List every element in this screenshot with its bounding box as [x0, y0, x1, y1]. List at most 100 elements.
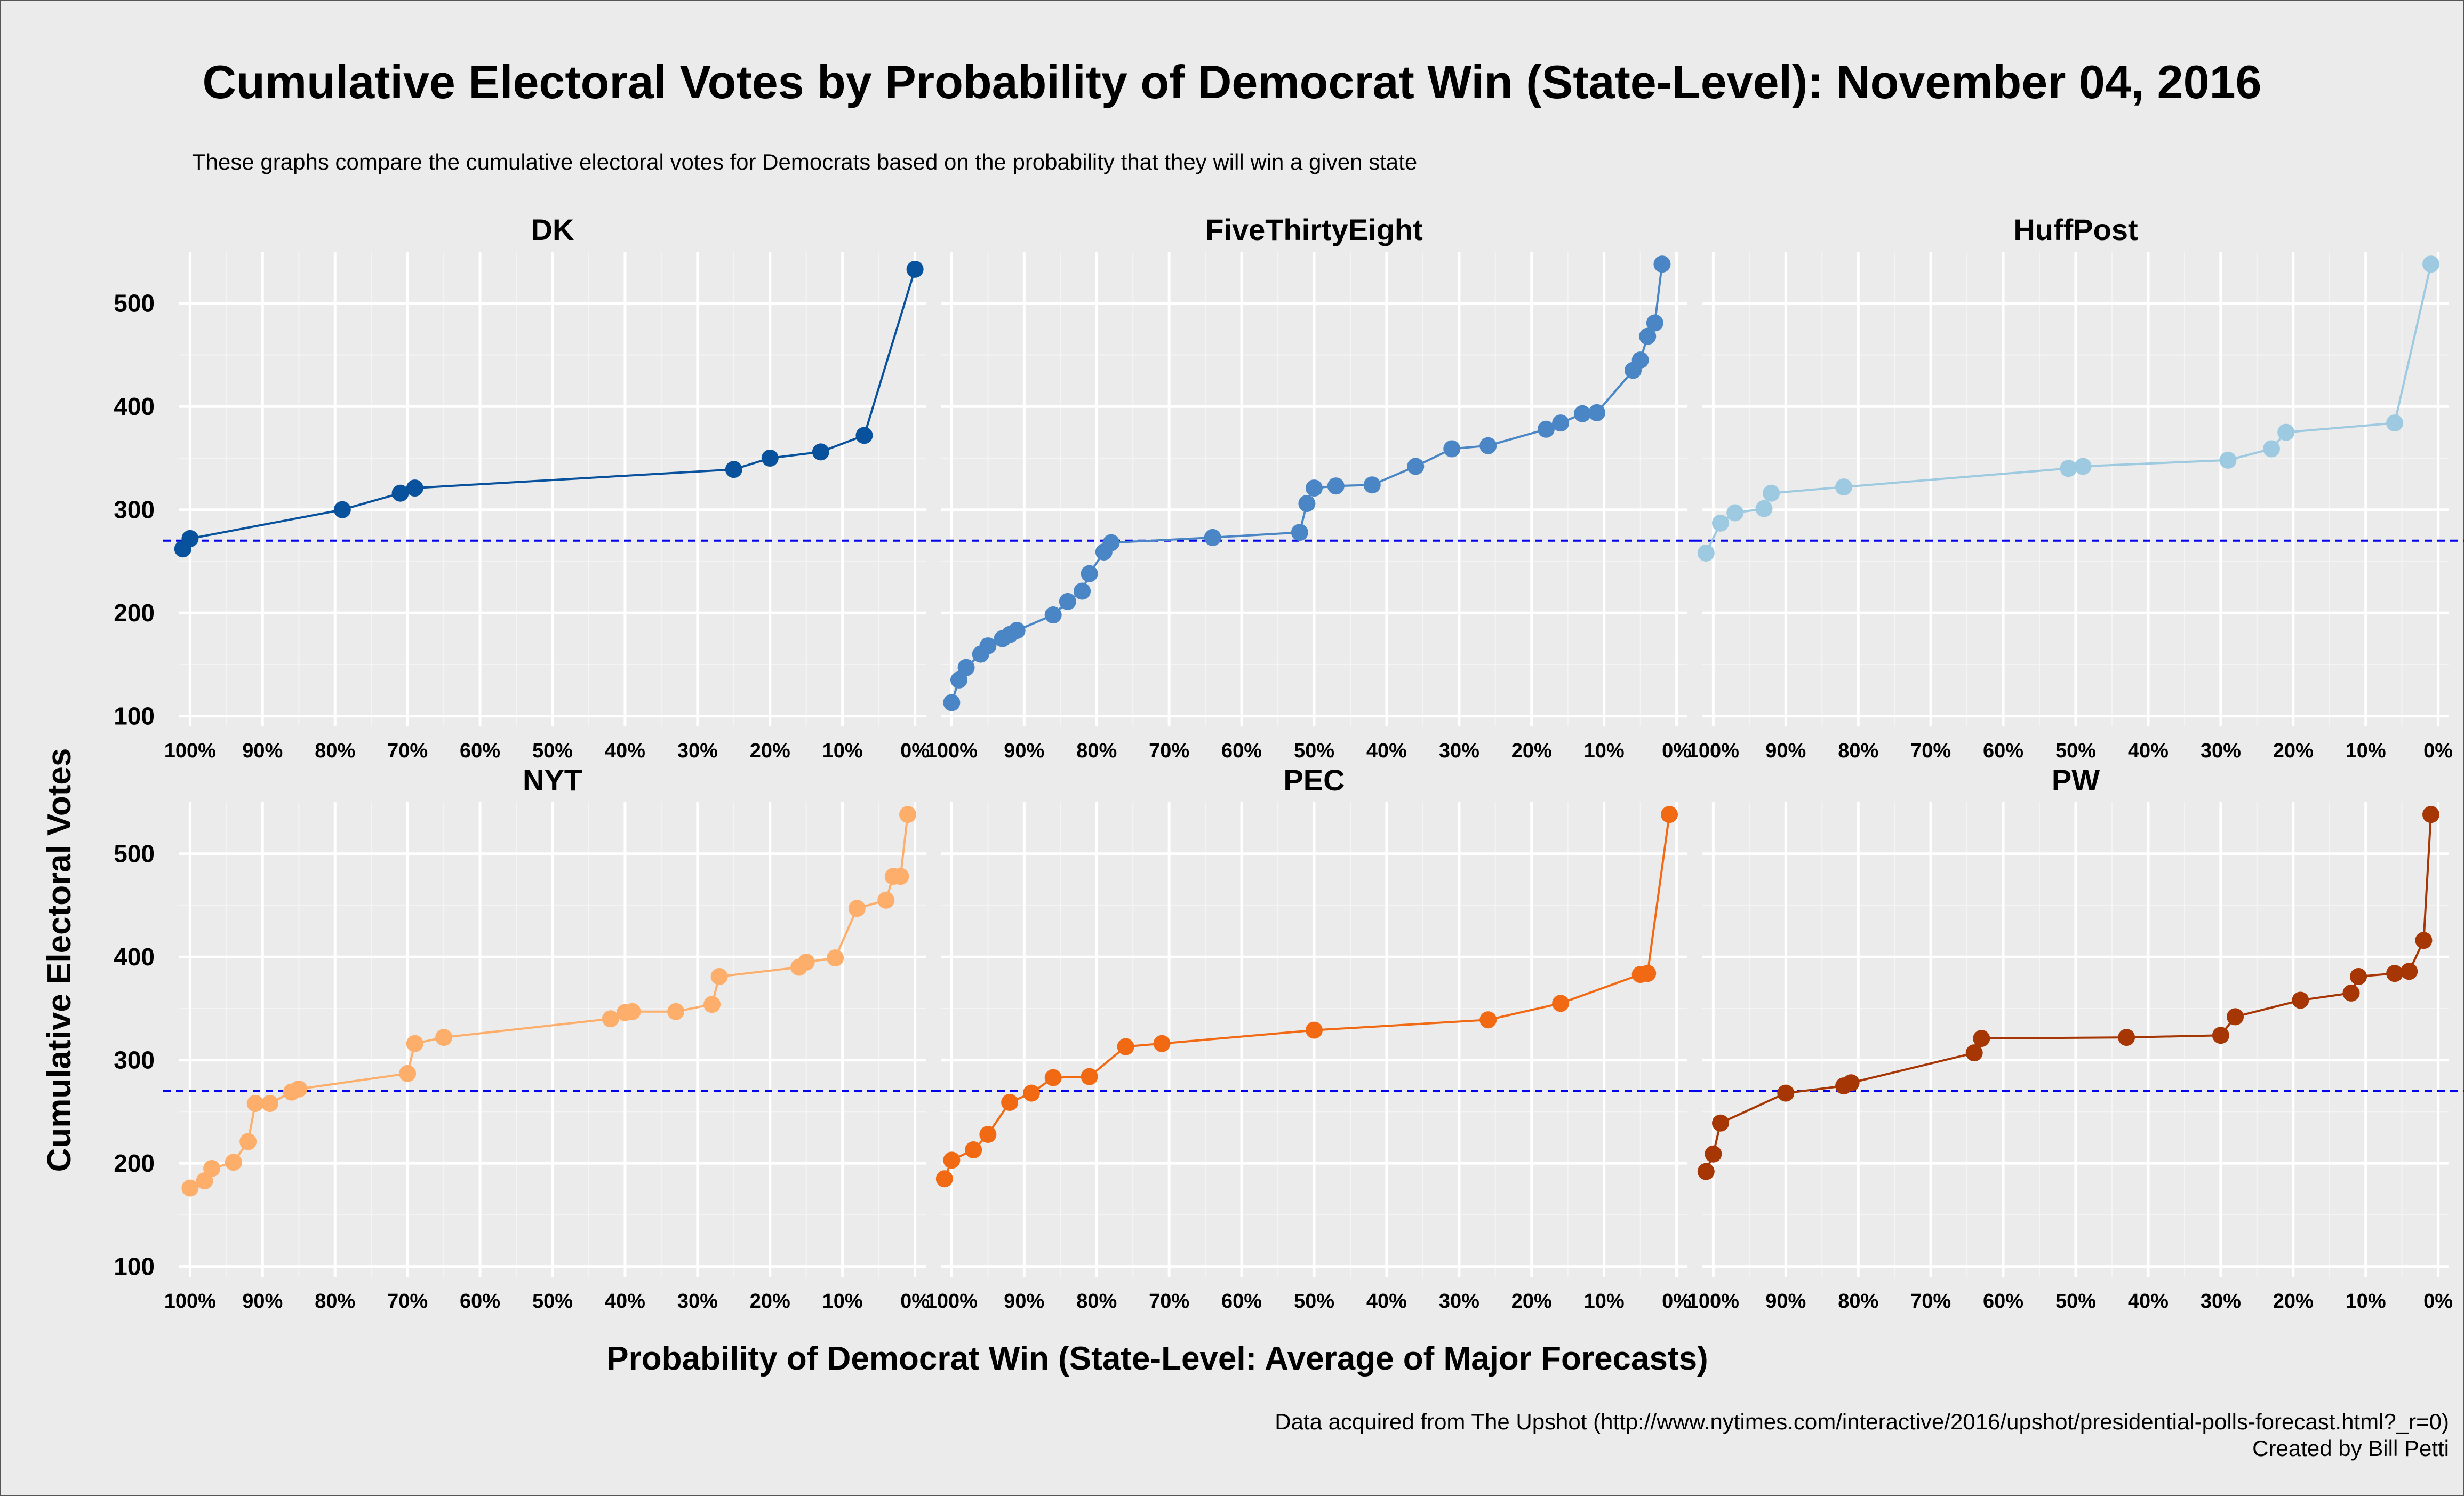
data-point — [1059, 593, 1076, 610]
data-point — [246, 1094, 264, 1112]
x-tick-label: 60% — [1221, 740, 1262, 762]
data-point — [333, 501, 351, 518]
x-tick-label: 70% — [387, 740, 428, 762]
x-tick-label: 80% — [1838, 1290, 1878, 1313]
data-point — [1646, 314, 1663, 332]
data-point — [406, 1035, 423, 1052]
x-tick-label: 0% — [1662, 740, 1691, 762]
data-point — [2262, 440, 2280, 458]
x-tick-label: 50% — [532, 740, 573, 762]
x-tick-label: 60% — [1983, 740, 2023, 762]
data-point — [1081, 565, 1098, 582]
x-tick-label: 80% — [1838, 740, 1878, 762]
data-point — [1755, 500, 1773, 517]
y-tick-label: 500 — [114, 290, 155, 317]
data-point — [797, 953, 815, 971]
data-point — [1081, 1068, 1098, 1085]
data-point — [1443, 440, 1461, 458]
data-point — [1363, 476, 1381, 494]
data-point — [1552, 414, 1570, 432]
x-tick-label: 90% — [1004, 740, 1044, 762]
panel-dk: DK 100% 90% 80% 70% 60% 50% 40% 30% 20% 10% 0% 100 20… — [114, 213, 933, 762]
data-point — [943, 1151, 961, 1169]
data-point — [2342, 984, 2360, 1002]
data-point — [1777, 1084, 1795, 1102]
panel-pec: PEC 100% 90% 80% 70% 60% 50% 40% 30% 20% 10% 0% — [926, 763, 1695, 1313]
data-point — [1639, 965, 1657, 982]
data-point — [1291, 524, 1308, 541]
x-tick-label: 30% — [2201, 740, 2241, 762]
data-point — [2227, 1008, 2244, 1026]
x-tick-label: 60% — [1221, 1290, 1262, 1313]
x-tick-label: 40% — [1366, 1290, 1407, 1313]
x-tick-label: 0% — [900, 740, 930, 762]
panel-title: NYT — [523, 763, 582, 797]
data-point — [239, 1133, 257, 1150]
x-tick-label: 10% — [2346, 740, 2386, 762]
data-point — [261, 1094, 278, 1112]
data-point — [2386, 965, 2404, 982]
data-point — [1001, 1094, 1019, 1111]
x-tick-label: 70% — [1149, 740, 1189, 762]
data-point — [602, 1010, 619, 1028]
x-tick-label: 20% — [750, 1290, 790, 1313]
data-point — [1726, 504, 1744, 522]
data-point — [1842, 1074, 1860, 1092]
data-point — [2060, 460, 2077, 477]
x-tick-label: 50% — [1294, 740, 1334, 762]
x-tick-label: 20% — [2273, 740, 2314, 762]
x-tick-label: 50% — [2055, 1290, 2096, 1313]
x-tick-label: 60% — [460, 740, 500, 762]
data-point — [892, 868, 909, 885]
data-point — [979, 637, 997, 655]
data-point — [1965, 1044, 1983, 1062]
x-tick-label: 90% — [1765, 740, 1806, 762]
data-point — [1835, 478, 1853, 496]
x-tick-label: 70% — [387, 1290, 428, 1313]
y-tick-label: 300 — [114, 496, 155, 524]
data-point — [2422, 806, 2440, 823]
data-point — [1479, 1011, 1497, 1029]
x-tick-label: 40% — [605, 740, 645, 762]
x-tick-label: 40% — [605, 1290, 645, 1313]
data-point — [2219, 451, 2237, 469]
data-point — [203, 1159, 221, 1177]
data-point — [2292, 991, 2309, 1009]
data-point — [906, 260, 924, 278]
data-point — [710, 967, 728, 985]
data-point — [935, 1170, 953, 1188]
data-point — [1298, 495, 1316, 513]
data-point — [2212, 1027, 2229, 1044]
x-tick-label: 10% — [1584, 740, 1625, 762]
x-tick-label: 0% — [2423, 740, 2453, 762]
x-tick-label: 30% — [1439, 740, 1479, 762]
panel-title: PW — [2052, 763, 2100, 797]
x-tick-label: 100% — [926, 740, 978, 762]
data-point — [667, 1003, 685, 1020]
panel-title: FiveThirtyEight — [1205, 213, 1423, 246]
x-tick-label: 100% — [1687, 740, 1739, 762]
x-tick-label: 40% — [2128, 740, 2169, 762]
data-point — [899, 806, 917, 823]
x-tick-label: 30% — [677, 1290, 718, 1313]
data-point — [979, 1126, 997, 1143]
data-point — [2350, 967, 2367, 985]
x-tick-label: 10% — [2346, 1290, 2386, 1313]
data-point — [761, 449, 779, 467]
x-tick-label: 0% — [2423, 1290, 2453, 1313]
x-tick-label: 60% — [460, 1290, 500, 1313]
x-tick-label: 100% — [926, 1290, 978, 1313]
x-tick-label: 100% — [164, 1290, 216, 1313]
x-tick-label: 90% — [1765, 1290, 1806, 1313]
data-point — [181, 1179, 199, 1197]
x-tick-label: 100% — [164, 740, 216, 762]
x-tick-label: 70% — [1910, 740, 1951, 762]
x-tick-label: 10% — [1584, 1290, 1625, 1313]
data-point — [812, 443, 829, 461]
data-point — [1697, 544, 1715, 562]
x-tick-label: 0% — [900, 1290, 930, 1313]
y-tick-label: 200 — [114, 1149, 155, 1177]
chart-title: Cumulative Electoral Votes by Probabilit… — [203, 55, 2262, 108]
data-point — [1711, 1114, 1729, 1132]
